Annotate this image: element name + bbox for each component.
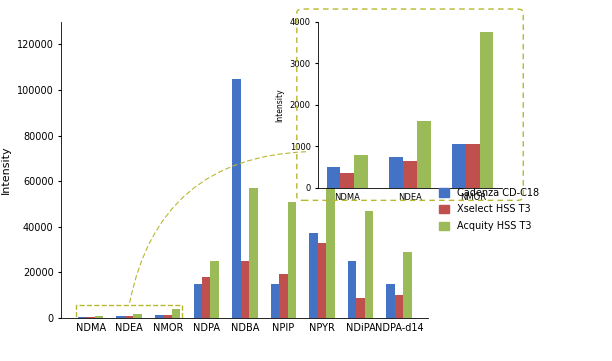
Bar	[202, 277, 211, 318]
Bar	[172, 309, 181, 318]
Bar	[241, 261, 249, 318]
Bar	[232, 79, 241, 318]
Bar	[193, 283, 202, 318]
Bar	[86, 317, 95, 318]
Bar	[125, 316, 133, 318]
Bar	[249, 188, 258, 318]
Bar	[76, 305, 182, 322]
Bar	[395, 295, 403, 318]
Y-axis label: Intensity: Intensity	[1, 145, 11, 194]
Bar	[348, 261, 356, 318]
Bar	[340, 173, 354, 188]
Bar	[78, 317, 86, 318]
Bar	[318, 243, 326, 318]
Bar	[116, 316, 125, 318]
Bar	[309, 234, 318, 318]
Bar	[365, 211, 373, 318]
Bar	[211, 261, 219, 318]
Bar	[95, 316, 103, 318]
Bar	[452, 144, 466, 188]
Bar	[155, 315, 163, 318]
Bar	[403, 252, 412, 318]
Bar	[389, 157, 403, 188]
Legend: Cadenza CD-C18, Xselect HSS T3, Acquity HSS T3: Cadenza CD-C18, Xselect HSS T3, Acquity …	[439, 188, 539, 231]
Bar	[354, 155, 368, 188]
Bar	[133, 314, 142, 318]
Bar	[403, 161, 417, 188]
Bar	[386, 283, 395, 318]
Bar	[163, 315, 172, 318]
Bar	[271, 283, 279, 318]
Bar	[466, 144, 480, 188]
Bar	[327, 167, 340, 188]
Y-axis label: Intensity: Intensity	[275, 88, 284, 122]
Bar	[480, 32, 493, 188]
Bar	[356, 298, 365, 318]
Bar	[326, 124, 335, 318]
Bar	[417, 121, 431, 188]
Bar	[279, 274, 288, 318]
Bar	[288, 201, 296, 318]
